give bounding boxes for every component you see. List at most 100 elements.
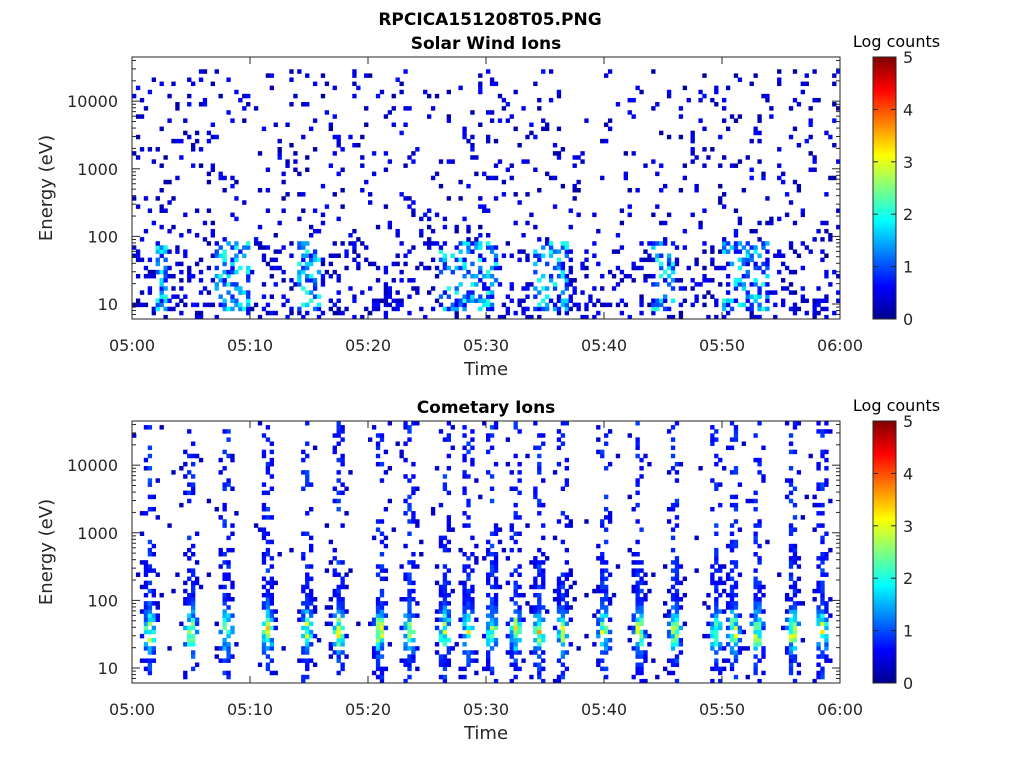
spectrogram-cell: [482, 282, 487, 287]
spectrogram-cell: [356, 237, 361, 242]
spectrogram-cell: [663, 237, 668, 242]
spectrogram-cell: [336, 617, 341, 622]
spectrogram-cell: [600, 560, 605, 565]
spectrogram-cell: [285, 122, 290, 127]
spectrogram-cell: [226, 670, 231, 676]
spectrogram-cell: [470, 658, 475, 663]
spectrogram-cell: [631, 588, 636, 594]
colorbar-gradient: [872, 420, 897, 684]
spectrogram-cell: [470, 290, 475, 295]
spectrogram-cell: [607, 629, 613, 635]
spectrogram-cell: [497, 265, 503, 271]
spectrogram-cell: [714, 568, 719, 573]
spectrogram-cell: [714, 633, 719, 639]
spectrogram-cell: [375, 302, 381, 308]
spectrogram-cell: [489, 633, 495, 639]
spectrogram-cell: [525, 306, 530, 312]
spectrogram-cell: [375, 658, 381, 663]
spectrogram-cell: [666, 261, 672, 267]
spectrogram-cell: [324, 81, 330, 87]
spectrogram-cell: [442, 572, 448, 577]
spectrogram-cell: [816, 613, 821, 618]
spectrogram-cell: [198, 269, 204, 275]
spectrogram-cell: [781, 278, 786, 283]
spectrogram-cell: [604, 597, 609, 602]
spectrogram-cell: [560, 421, 566, 426]
spectrogram-cell: [297, 273, 302, 279]
spectrogram-cell: [560, 433, 566, 438]
spectrogram-cell: [135, 85, 141, 91]
spectrogram-cell: [552, 535, 558, 541]
spectrogram-cell: [560, 662, 566, 668]
spectrogram-cell: [714, 85, 719, 91]
spectrogram-cell: [442, 437, 448, 442]
spectrogram-cell: [521, 658, 526, 663]
spectrogram-cell: [568, 294, 573, 299]
spectrogram-cell: [568, 257, 573, 263]
spectrogram-cell: [666, 134, 672, 140]
spectrogram-cell: [733, 233, 739, 238]
spectrogram-cell: [725, 85, 731, 91]
spectrogram-cell: [147, 621, 153, 627]
spectrogram-cell: [788, 282, 794, 287]
spectrogram-cell: [663, 183, 668, 189]
spectrogram-cell: [525, 286, 530, 291]
spectrogram-cell: [222, 519, 227, 524]
spectrogram-cell: [592, 241, 597, 246]
spectrogram-cell: [151, 617, 156, 622]
spectrogram-cell: [600, 523, 605, 528]
spectrogram-cell: [368, 621, 373, 627]
spectrogram-cell: [482, 171, 487, 177]
spectrogram-cell: [560, 609, 566, 614]
spectrogram-cell: [336, 298, 341, 304]
spectrogram-cell: [639, 580, 644, 586]
spectrogram-cell: [580, 159, 585, 164]
spectrogram-cell: [564, 666, 569, 672]
spectrogram-cell: [690, 286, 695, 291]
spectrogram-cell: [419, 552, 424, 557]
spectrogram-cell: [486, 539, 491, 545]
spectrogram-cell: [458, 257, 463, 263]
spectrogram-cell: [564, 560, 569, 565]
spectrogram-cell: [183, 674, 188, 680]
spectrogram-cell: [411, 159, 416, 164]
spectrogram-cell: [442, 584, 448, 590]
spectrogram-cell: [655, 306, 660, 312]
spectrogram-cell: [635, 670, 640, 676]
spectrogram-cell: [541, 666, 546, 672]
spectrogram-cell: [812, 527, 817, 532]
spectrogram-cell: [513, 584, 518, 590]
spectrogram-cell: [832, 102, 837, 107]
spectrogram-cell: [309, 482, 314, 487]
spectrogram-cell: [533, 609, 538, 614]
spectrogram-cell: [651, 212, 656, 218]
spectrogram-cell: [525, 159, 530, 164]
spectrogram-cell: [375, 613, 381, 618]
spectrogram-cell: [568, 523, 573, 528]
spectrogram-cell: [179, 261, 184, 267]
spectrogram-cell: [265, 609, 271, 614]
spectrogram-cell: [804, 73, 809, 78]
spectrogram-cell: [226, 241, 231, 246]
spectrogram-cell: [352, 294, 357, 299]
spectrogram-cell: [647, 273, 652, 279]
spectrogram-cell: [792, 613, 798, 618]
spectrogram-cell: [627, 110, 632, 115]
spectrogram-cell: [482, 421, 487, 426]
spectrogram-cell: [781, 625, 786, 631]
spectrogram-cell: [297, 310, 302, 316]
spectrogram-cell: [462, 674, 467, 680]
spectrogram-cell: [265, 167, 271, 173]
spectrogram-cell: [403, 441, 408, 446]
spectrogram-cell: [407, 429, 412, 434]
spectrogram-cell: [478, 81, 483, 87]
spectrogram-cell: [674, 278, 680, 283]
spectrogram-cell: [191, 584, 196, 590]
spectrogram-cell: [301, 102, 306, 107]
spectrogram-cell: [729, 445, 735, 451]
spectrogram-cell: [265, 515, 271, 520]
spectrogram-cell: [143, 564, 149, 569]
spectrogram-cell: [493, 642, 499, 647]
spectrogram-cell: [403, 621, 408, 627]
spectrogram-cell: [175, 245, 180, 250]
